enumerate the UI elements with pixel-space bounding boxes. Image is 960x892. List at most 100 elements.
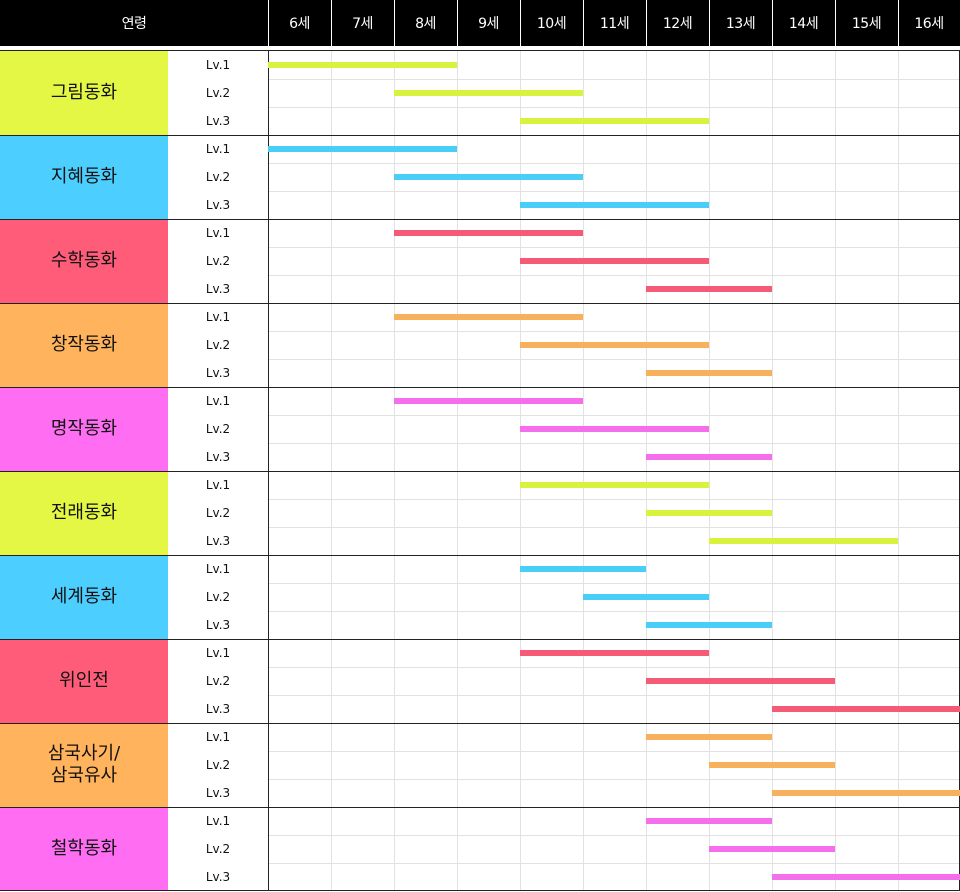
age-range-bar [520,482,709,488]
grid-left-border [268,51,269,891]
category-label: 철학동화 [0,807,168,891]
age-range-bar [520,118,709,124]
header-age-tick: 12세 [646,0,709,46]
age-range-bar [394,314,583,320]
age-range-bar [394,398,583,404]
group-separator [0,387,960,388]
category-label: 명작동화 [0,387,168,471]
category-label: 그림동화 [0,51,168,135]
age-range-bar [394,230,583,236]
age-range-bar [646,734,772,740]
category-label: 창작동화 [0,303,168,387]
grid-line-horizontal [268,499,959,500]
grid-line-horizontal [268,415,959,416]
level-label: Lv.1 [205,646,231,660]
header-separator [520,0,521,46]
header-age-tick: 10세 [520,0,583,46]
level-label: Lv.1 [205,226,231,240]
age-range-bar [772,874,960,880]
header-age-tick: 9세 [457,0,520,46]
level-label: Lv.2 [205,170,231,184]
age-range-bar [268,62,457,68]
grid-line-horizontal [268,107,959,108]
age-range-bar [646,622,772,628]
level-label: Lv.1 [205,310,231,324]
age-range-bar [520,258,709,264]
category-label: 위인전 [0,639,168,723]
grid-line-horizontal [268,751,959,752]
age-range-bar [772,790,960,796]
header-separator [646,0,647,46]
level-label: Lv.3 [205,618,231,632]
level-label: Lv.3 [205,282,231,296]
level-label: Lv.2 [205,338,231,352]
age-range-bar [709,762,835,768]
age-range-bar [772,706,960,712]
age-range-bar [394,90,583,96]
grid-line-horizontal [268,359,959,360]
group-separator [0,303,960,304]
group-separator [0,555,960,556]
header-separator [898,0,899,46]
level-label: Lv.1 [205,394,231,408]
grid-line-horizontal [268,527,959,528]
age-range-bar [646,818,772,824]
grid-line-horizontal [268,79,959,80]
header-age-tick: 13세 [709,0,772,46]
level-label: Lv.1 [205,142,231,156]
level-label: Lv.2 [205,758,231,772]
header-age-tick: 14세 [772,0,835,46]
grid-line-horizontal [268,779,959,780]
level-label: Lv.3 [205,450,231,464]
header-age-tick: 11세 [583,0,646,46]
group-separator [0,471,960,472]
group-separator [0,807,960,808]
level-label: Lv.3 [205,786,231,800]
category-label: 지혜동화 [0,135,168,219]
age-range-bar [646,454,772,460]
level-label: Lv.3 [205,870,231,884]
level-label: Lv.3 [205,534,231,548]
age-range-bar [646,678,835,684]
header-age-tick: 6세 [268,0,331,46]
header-separator [268,0,269,46]
age-range-bar [583,594,709,600]
age-range-bar [709,538,898,544]
level-label: Lv.2 [205,674,231,688]
header-separator [394,0,395,46]
grid-line-horizontal [268,331,959,332]
grid-line-horizontal [268,163,959,164]
age-range-bar [709,846,835,852]
grid-line-horizontal [268,583,959,584]
age-range-bar [646,510,772,516]
grid-line-horizontal [268,835,959,836]
level-label: Lv.1 [205,58,231,72]
level-label: Lv.3 [205,114,231,128]
level-label: Lv.3 [205,702,231,716]
level-label: Lv.1 [205,478,231,492]
header-age-tick: 7세 [331,0,394,46]
group-separator [0,50,960,51]
header-separator [835,0,836,46]
header-separator [583,0,584,46]
header-separator [709,0,710,46]
level-label: Lv.1 [205,562,231,576]
grid-line-horizontal [268,695,959,696]
header-age-label: 연령 [0,0,268,46]
age-range-bar [520,566,646,572]
age-range-bar [520,202,709,208]
age-range-bar [646,286,772,292]
category-label: 전래동화 [0,471,168,555]
age-range-bar [520,650,709,656]
level-label: Lv.2 [205,422,231,436]
grid-line-horizontal [268,247,959,248]
grid-line-horizontal [268,863,959,864]
level-label: Lv.1 [205,814,231,828]
group-separator [0,219,960,220]
level-label: Lv.2 [205,842,231,856]
level-label: Lv.2 [205,86,231,100]
group-separator [0,723,960,724]
level-label: Lv.3 [205,198,231,212]
level-label: Lv.2 [205,254,231,268]
